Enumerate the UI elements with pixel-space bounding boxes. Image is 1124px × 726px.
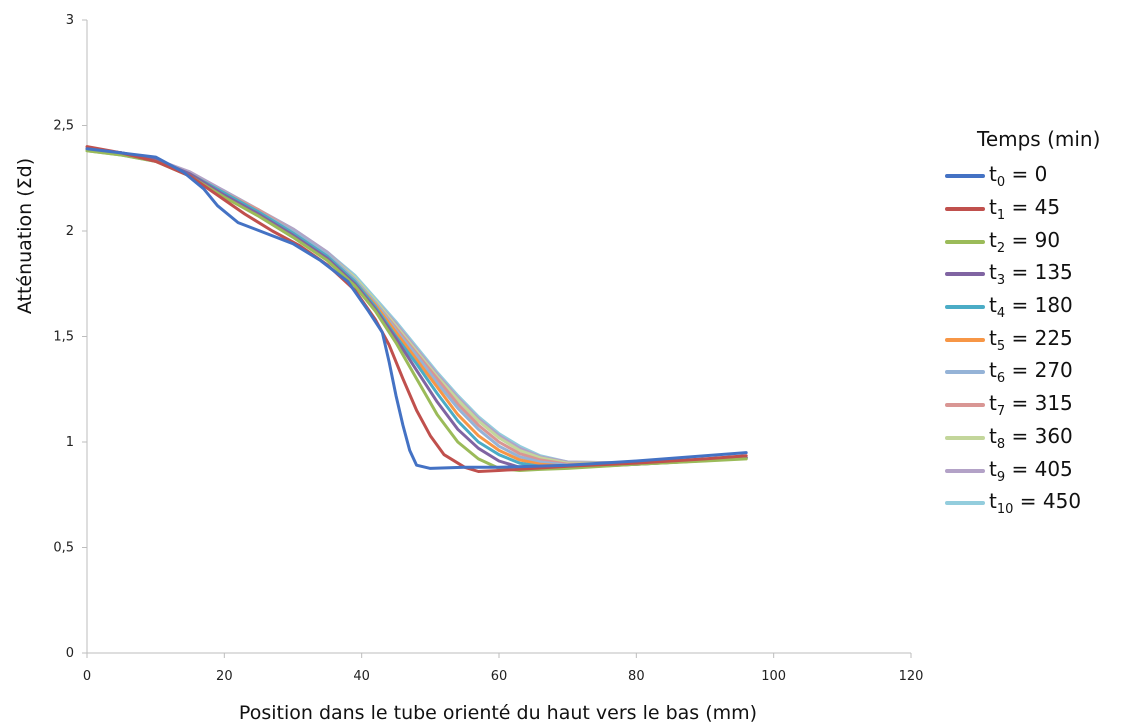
legend-swatch bbox=[945, 468, 985, 473]
x-tick-label: 40 bbox=[353, 669, 370, 684]
series-line-t10 bbox=[85, 149, 748, 465]
legend-label: t1 = 45 bbox=[989, 195, 1061, 224]
legend-swatch bbox=[945, 239, 985, 244]
legend-swatch bbox=[945, 370, 985, 375]
legend-label: t3 = 135 bbox=[989, 260, 1073, 289]
x-axis-title: Position dans le tube orienté du haut ve… bbox=[239, 702, 757, 724]
legend-item-t5: t5 = 225 bbox=[945, 323, 1120, 356]
legend-swatch bbox=[945, 501, 985, 506]
legend-item-t7: t7 = 315 bbox=[945, 389, 1120, 422]
legend-swatch bbox=[945, 174, 985, 179]
legend-swatch bbox=[945, 305, 985, 310]
legend-label: t9 = 405 bbox=[989, 456, 1073, 485]
legend-label: t5 = 225 bbox=[989, 325, 1073, 354]
x-tick-label: 20 bbox=[216, 669, 233, 684]
legend: Temps (min) t0 = 0 t1 = 45 t2 = 90 t3 = 135… bbox=[945, 124, 1120, 520]
legend-label: t4 = 180 bbox=[989, 293, 1073, 322]
legend-item-t10: t10 = 450 bbox=[945, 487, 1120, 520]
x-tick-label: 0 bbox=[83, 669, 91, 684]
y-tick-label: 2,5 bbox=[53, 119, 74, 134]
legend-label: t8 = 360 bbox=[989, 423, 1073, 452]
series-line-t2 bbox=[85, 149, 748, 472]
x-axis-ticks: 0 20 40 60 80 100 120 bbox=[83, 653, 924, 684]
legend-swatch bbox=[945, 435, 985, 440]
series-line-t6 bbox=[85, 147, 748, 467]
series-line-t1 bbox=[85, 145, 748, 473]
legend-label: t2 = 90 bbox=[989, 227, 1061, 256]
y-tick-label: 3 bbox=[66, 13, 74, 28]
legend-items: t0 = 0 t1 = 45 t2 = 90 t3 = 135 t4 = 180 t5 =… bbox=[945, 160, 1120, 520]
legend-swatch bbox=[945, 403, 985, 408]
x-tick-label: 60 bbox=[491, 669, 508, 684]
legend-label: t10 = 450 bbox=[989, 489, 1082, 518]
legend-swatch bbox=[945, 337, 985, 342]
series-lines bbox=[85, 145, 748, 473]
legend-swatch bbox=[945, 272, 985, 277]
y-tick-label: 1,5 bbox=[53, 330, 74, 345]
legend-item-t8: t8 = 360 bbox=[945, 422, 1120, 455]
y-tick-label: 2 bbox=[66, 224, 74, 239]
legend-item-t1: t1 = 45 bbox=[945, 193, 1120, 226]
y-tick-label: 0 bbox=[66, 646, 74, 661]
legend-swatch bbox=[945, 207, 985, 212]
series-line-t4 bbox=[85, 147, 748, 469]
legend-item-t9: t9 = 405 bbox=[945, 454, 1120, 487]
x-tick-label: 80 bbox=[628, 669, 645, 684]
y-axis-title: Atténuation (Σd) bbox=[14, 158, 36, 314]
legend-title: Temps (min) bbox=[977, 127, 1101, 151]
series-line-t7 bbox=[85, 147, 748, 466]
series-line-t0 bbox=[85, 147, 748, 470]
series-line-t5 bbox=[85, 147, 748, 468]
x-tick-label: 100 bbox=[761, 669, 786, 684]
series-line-t8 bbox=[85, 149, 748, 465]
legend-item-t0: t0 = 0 bbox=[945, 160, 1120, 193]
y-tick-label: 0,5 bbox=[53, 541, 74, 556]
legend-item-t4: t4 = 180 bbox=[945, 291, 1120, 324]
legend-item-t6: t6 = 270 bbox=[945, 356, 1120, 389]
x-tick-label: 120 bbox=[899, 669, 924, 684]
legend-item-t2: t2 = 90 bbox=[945, 225, 1120, 258]
series-line-t3 bbox=[85, 147, 748, 470]
legend-label: t0 = 0 bbox=[989, 162, 1048, 191]
legend-label: t7 = 315 bbox=[989, 391, 1073, 420]
legend-label: t6 = 270 bbox=[989, 358, 1073, 387]
series-line-t9 bbox=[85, 147, 748, 465]
y-tick-label: 1 bbox=[66, 435, 74, 450]
y-axis-ticks: 0 0,5 1 1,5 2 2,5 3 bbox=[53, 13, 87, 661]
legend-item-t3: t3 = 135 bbox=[945, 258, 1120, 291]
